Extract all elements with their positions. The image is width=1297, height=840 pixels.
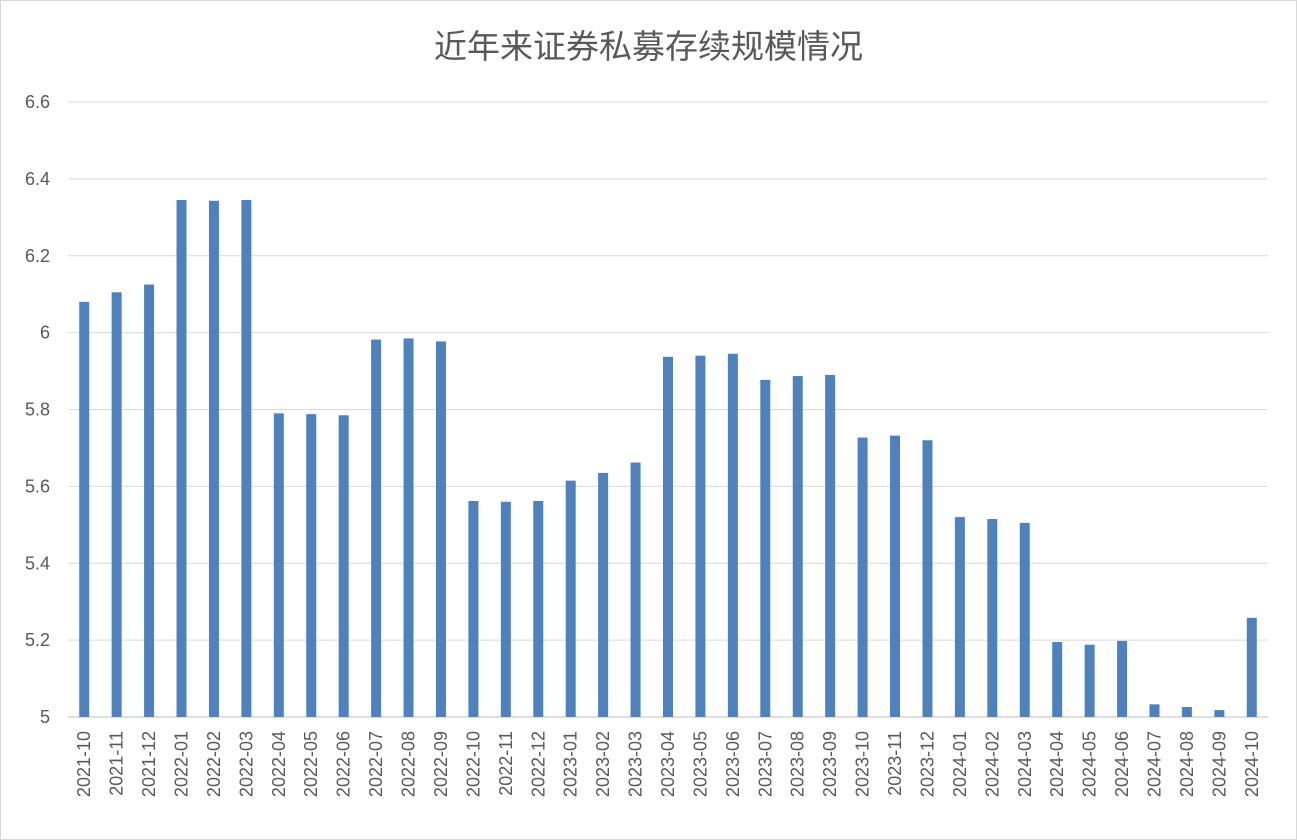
bar	[954, 517, 965, 717]
bar	[79, 301, 90, 717]
y-tick-label: 5.4	[25, 553, 50, 573]
x-tick-label: 2022-04	[269, 731, 289, 797]
y-axis: 5 5.2 5.4 5.6 5.8 6 6.2 6.4 6.6	[25, 92, 50, 727]
y-tick-label: 5.6	[25, 476, 50, 496]
bar	[987, 519, 998, 717]
x-tick-label: 2023-09	[820, 731, 840, 797]
x-tick-label: 2023-07	[755, 731, 775, 797]
bar	[500, 501, 511, 717]
bar	[338, 415, 349, 717]
x-tick-label: 2022-12	[528, 731, 548, 797]
x-tick-label: 2022-08	[399, 731, 419, 797]
bar	[1019, 522, 1030, 717]
bar	[890, 435, 901, 717]
y-tick-label: 6	[40, 323, 50, 343]
x-tick-label: 2023-05	[690, 731, 710, 797]
bar	[825, 374, 836, 717]
x-tick-label: 2022-10	[463, 731, 483, 797]
x-tick-label: 2023-04	[658, 731, 678, 797]
y-tick-label: 6.4	[25, 169, 50, 189]
bar	[857, 437, 868, 717]
bar	[922, 440, 933, 717]
x-tick-label: 2022-09	[431, 731, 451, 797]
x-tick-label: 2022-02	[204, 731, 224, 797]
x-tick-label: 2023-08	[788, 731, 808, 797]
x-tick-label: 2024-03	[1015, 731, 1035, 797]
x-tick-label: 2024-09	[1209, 731, 1229, 797]
x-tick-label: 2021-12	[139, 731, 159, 797]
x-tick-label: 2023-10	[853, 731, 873, 797]
bar	[727, 353, 738, 717]
bar	[792, 376, 803, 717]
x-tick-label: 2023-01	[561, 731, 581, 797]
bar	[1052, 642, 1063, 717]
x-tick-label: 2024-05	[1080, 731, 1100, 797]
bar	[435, 341, 446, 717]
bar	[468, 500, 479, 717]
x-tick-label: 2023-03	[626, 731, 646, 797]
bar	[598, 472, 609, 717]
bars	[79, 200, 1257, 718]
bar	[144, 284, 155, 717]
x-tick-label: 2024-01	[950, 731, 970, 797]
bar	[1149, 704, 1160, 717]
x-axis: 2021-10 2021-11 2021-12 2022-01 2022-02 2022-…	[74, 731, 1262, 797]
x-tick-label: 2024-10	[1242, 731, 1262, 797]
bar	[1181, 707, 1192, 717]
bar	[208, 200, 219, 718]
y-tick-label: 5.2	[25, 630, 50, 650]
bar	[1084, 644, 1095, 717]
bar	[403, 338, 414, 717]
bar	[630, 462, 641, 717]
bar	[273, 413, 284, 717]
x-tick-label: 2023-12	[917, 731, 937, 797]
chart-title: 近年来证券私募存续规模情况	[434, 27, 863, 66]
x-tick-label: 2024-02	[982, 731, 1002, 797]
x-tick-label: 2023-06	[723, 731, 743, 797]
x-tick-label: 2022-07	[366, 731, 386, 797]
y-tick-label: 5	[40, 707, 50, 727]
y-tick-label: 6.2	[25, 246, 50, 266]
x-tick-label: 2022-03	[236, 731, 256, 797]
bar	[533, 500, 544, 717]
bar	[176, 200, 187, 717]
y-tick-label: 6.6	[25, 92, 50, 112]
bar	[565, 480, 576, 717]
bar	[695, 355, 706, 717]
bar	[1117, 640, 1128, 717]
bar	[371, 339, 382, 717]
bar	[663, 356, 673, 717]
x-tick-label: 2022-05	[301, 731, 321, 797]
bar	[1214, 710, 1225, 717]
bar	[306, 414, 317, 717]
x-tick-label: 2023-11	[885, 731, 905, 796]
x-tick-label: 2024-06	[1112, 731, 1132, 797]
x-tick-label: 2023-02	[593, 731, 613, 797]
x-tick-label: 2024-08	[1177, 731, 1197, 797]
x-tick-label: 2022-01	[172, 731, 192, 797]
y-tick-label: 5.8	[25, 400, 50, 420]
bar	[241, 200, 252, 717]
x-tick-label: 2021-10	[74, 731, 94, 797]
x-tick-label: 2024-07	[1144, 731, 1164, 797]
bar	[1246, 617, 1257, 717]
x-tick-label: 2022-11	[496, 731, 516, 796]
bar	[760, 379, 771, 717]
x-tick-label: 2022-06	[334, 731, 354, 797]
bar	[111, 292, 122, 717]
x-tick-label: 2024-04	[1047, 731, 1067, 797]
x-tick-label: 2021-11	[107, 731, 127, 796]
